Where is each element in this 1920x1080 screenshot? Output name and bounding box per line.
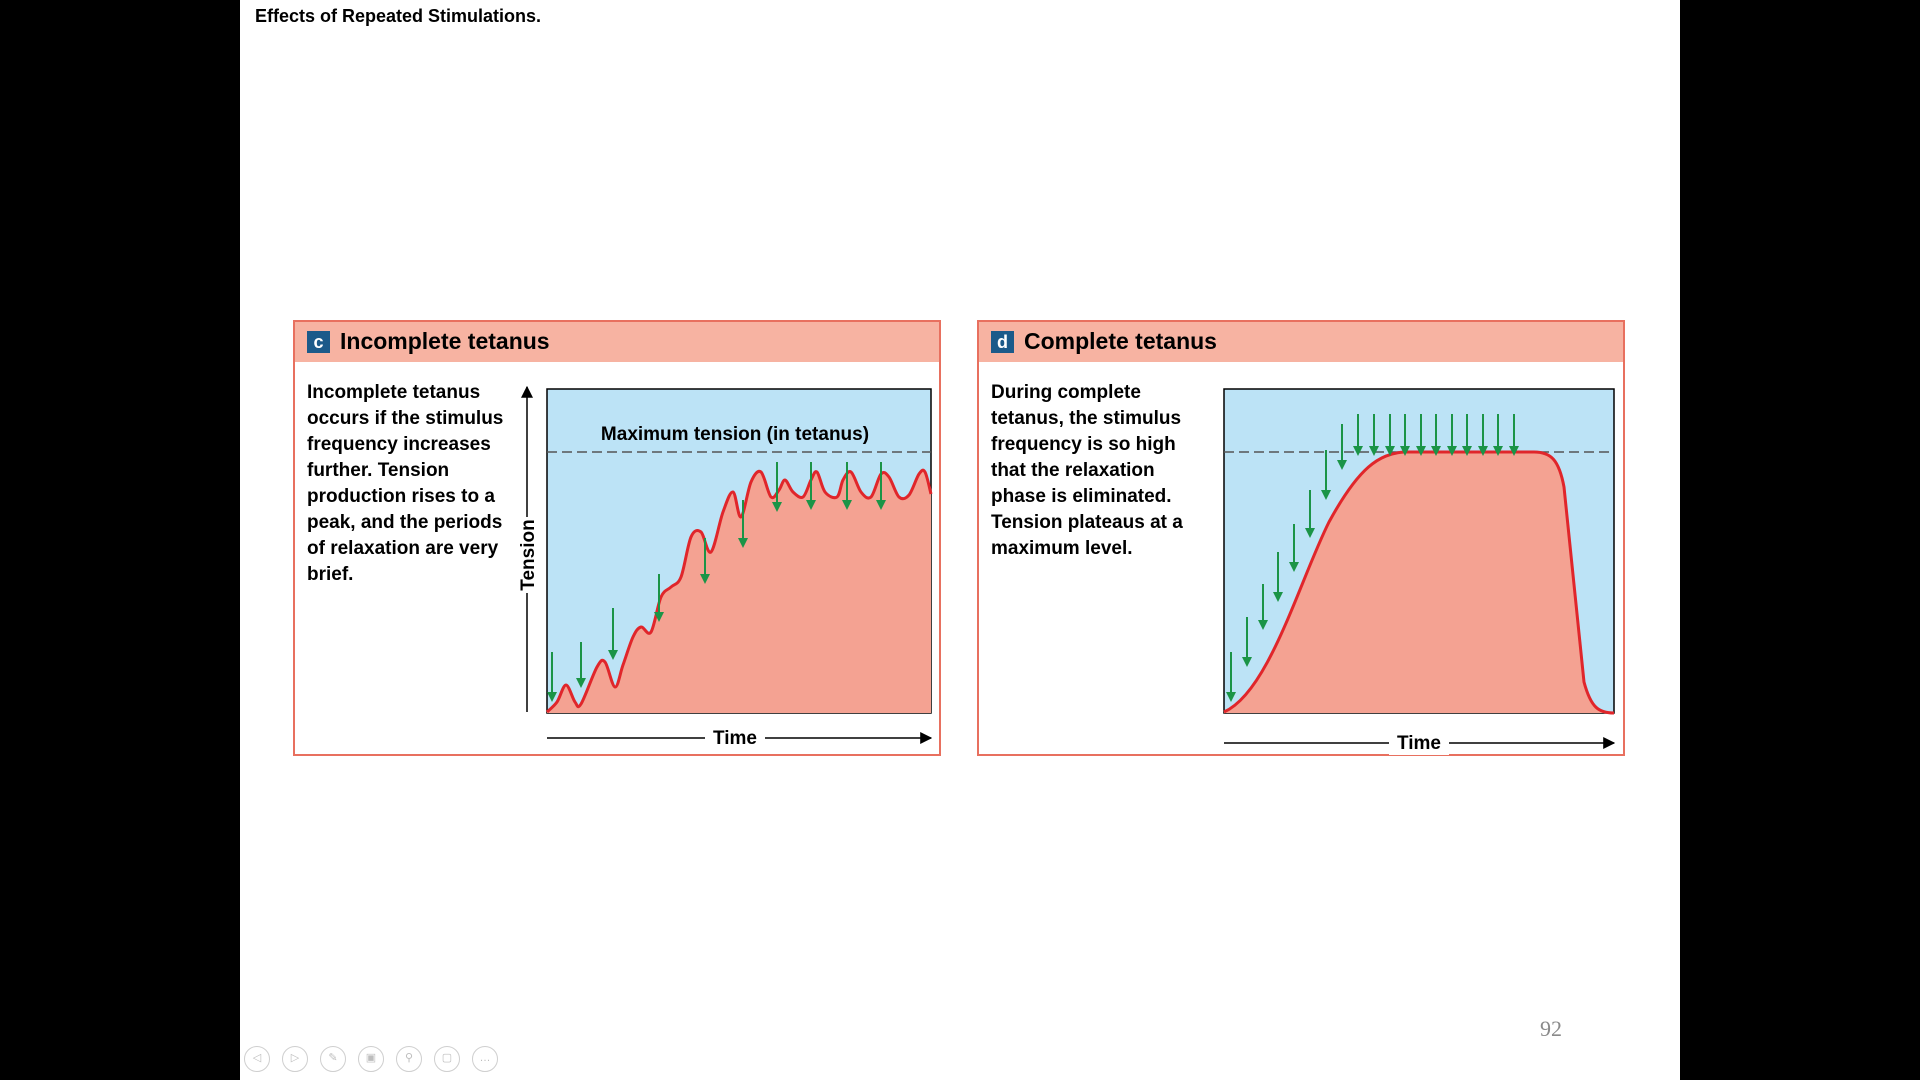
slide: Effects of Repeated Stimulations. c Inco… (240, 0, 1680, 1080)
slides-icon[interactable]: ▣ (358, 1046, 384, 1072)
stimulus-arrow-head (1353, 446, 1363, 456)
more-icon[interactable]: … (472, 1046, 498, 1072)
stimulus-arrow-head (1273, 592, 1283, 602)
x-axis-label: Time (713, 728, 757, 749)
panel-description: Incomplete tetanus occurs if the stimulu… (307, 382, 504, 585)
stimulus-arrow-head (547, 692, 557, 702)
y-axis-label: Tension (518, 519, 539, 590)
stimulus-arrow-head (1478, 446, 1488, 456)
x-axis-label-bg (705, 724, 765, 750)
panel-incomplete-tetanus: c Incomplete tetanus Incomplete tetanus … (293, 320, 941, 756)
stimulus-arrows (547, 462, 886, 702)
stimulus-arrow-head (1337, 460, 1347, 470)
panel-header: c Incomplete tetanus (295, 322, 939, 362)
stimulus-arrow-head (1321, 490, 1331, 500)
stimulus-arrow-head (772, 502, 782, 512)
pen-icon[interactable]: ✎ (320, 1046, 346, 1072)
y-axis-label-bg (515, 517, 539, 593)
stimulus-arrow-head (738, 538, 748, 548)
stimulus-arrow-head (1431, 446, 1441, 456)
stimulus-arrow-head (1462, 446, 1472, 456)
panel-complete-tetanus: d Complete tetanus During complete tetan… (977, 320, 1625, 756)
camera-icon[interactable]: ▢ (434, 1046, 460, 1072)
stimulus-arrow-head (806, 500, 816, 510)
panel-badge: c (307, 331, 330, 353)
incomplete-tetanus-graph: Maximum tension (in tetanus) Tension Tim… (515, 385, 933, 750)
stimulus-arrow-head (1447, 446, 1457, 456)
stimulus-arrow-head (1242, 657, 1252, 667)
stimulus-arrow-head (842, 500, 852, 510)
stimulus-arrow-head (1400, 446, 1410, 456)
tension-area (547, 470, 931, 713)
zoom-icon[interactable]: ⚲ (396, 1046, 422, 1072)
stimulus-arrow-head (1258, 620, 1268, 630)
stimulus-arrow-head (1493, 446, 1503, 456)
tension-area (1224, 452, 1614, 713)
complete-tetanus-graph: Time (1223, 388, 1616, 755)
stimulus-arrow-head (1385, 446, 1395, 456)
page-number: 92 (1540, 1016, 1562, 1041)
panel-badge: d (991, 331, 1014, 353)
max-tension-label: Maximum tension (in tetanus) (601, 424, 869, 445)
stimulus-arrow-head (1305, 528, 1315, 538)
stimulus-arrow-head (654, 612, 664, 622)
next-icon[interactable]: ▷ (282, 1046, 308, 1072)
stimulus-arrow-head (608, 650, 618, 660)
panel-title: Complete tetanus (1024, 328, 1217, 354)
stimulus-arrow-head (876, 500, 886, 510)
panel-description: During complete tetanus, the stimulus fr… (991, 382, 1183, 559)
panel-header: d Complete tetanus (979, 322, 1623, 362)
prev-icon[interactable]: ◁ (244, 1046, 270, 1072)
tension-curve (1223, 450, 1615, 715)
stimulus-arrow-head (700, 574, 710, 584)
panel-title: Incomplete tetanus (340, 328, 550, 354)
x-axis-label: Time (1397, 733, 1441, 754)
stimulus-arrows (1226, 414, 1519, 702)
stimulus-arrow-head (1416, 446, 1426, 456)
stimulus-arrow-head (576, 678, 586, 688)
stimulus-arrow-head (1369, 446, 1379, 456)
stimulus-arrow-head (1509, 446, 1519, 456)
stimulus-arrow-head (1289, 562, 1299, 572)
slide-title: Effects of Repeated Stimulations. (255, 6, 542, 26)
stimulus-arrow-head (1226, 692, 1236, 702)
tension-curve (545, 468, 933, 714)
x-axis-label-bg (1389, 729, 1449, 755)
